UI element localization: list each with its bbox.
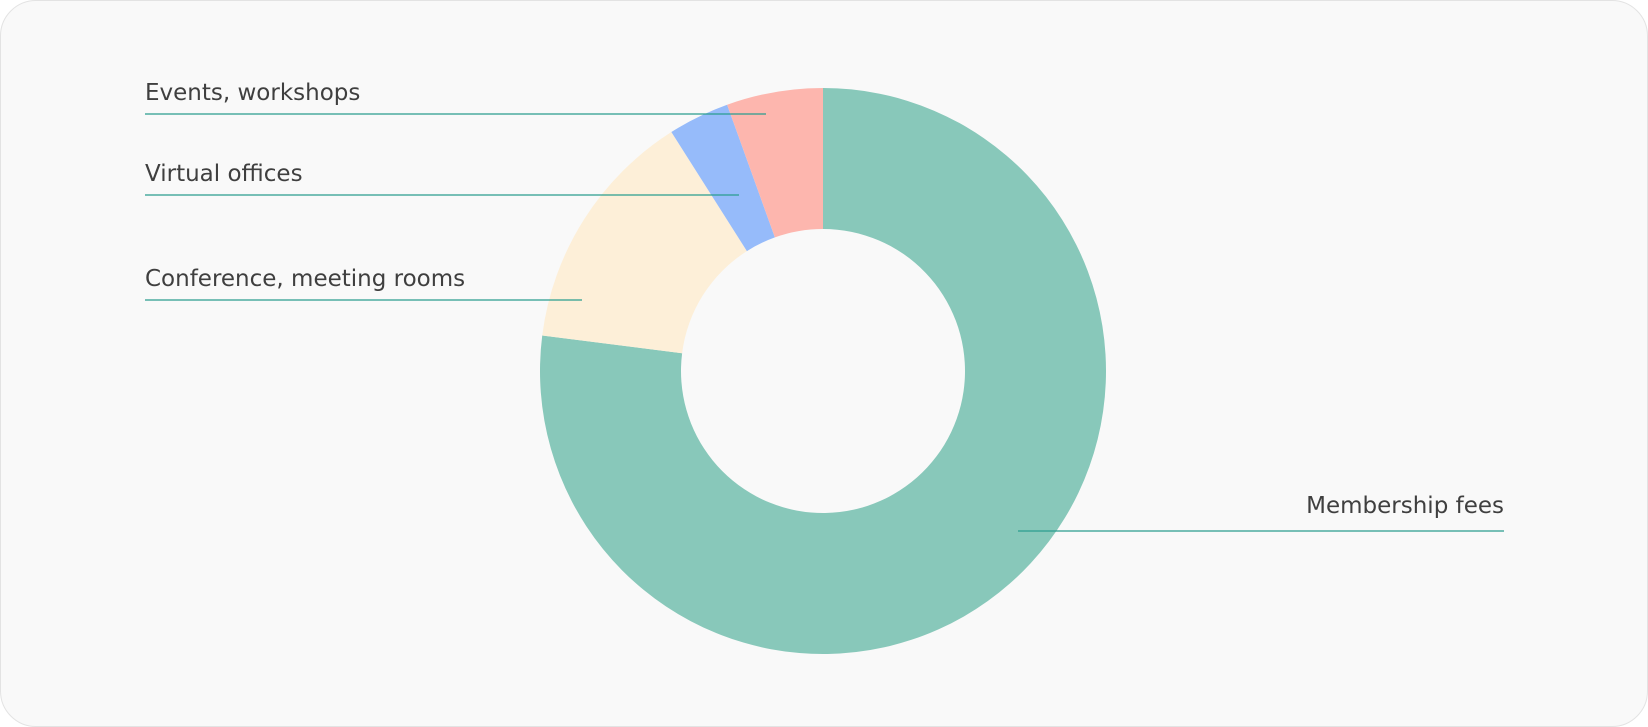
label-virtual-offices: Virtual offices [145,161,303,187]
slice-conference-meeting-rooms [542,132,747,354]
label-events-workshops: Events, workshops [145,80,360,106]
slice-membership-fees [540,88,1107,654]
label-conference-meeting-rooms: Conference, meeting rooms [145,266,465,292]
label-membership-fees: Membership fees [1306,493,1504,519]
donut-slices [540,88,1107,654]
leader-lines [145,113,1504,532]
slice-labels: Membership fees Conference, meeting rooms… [145,80,1504,519]
slice-events-workshops [727,88,823,238]
slice-virtual-offices [671,104,775,252]
